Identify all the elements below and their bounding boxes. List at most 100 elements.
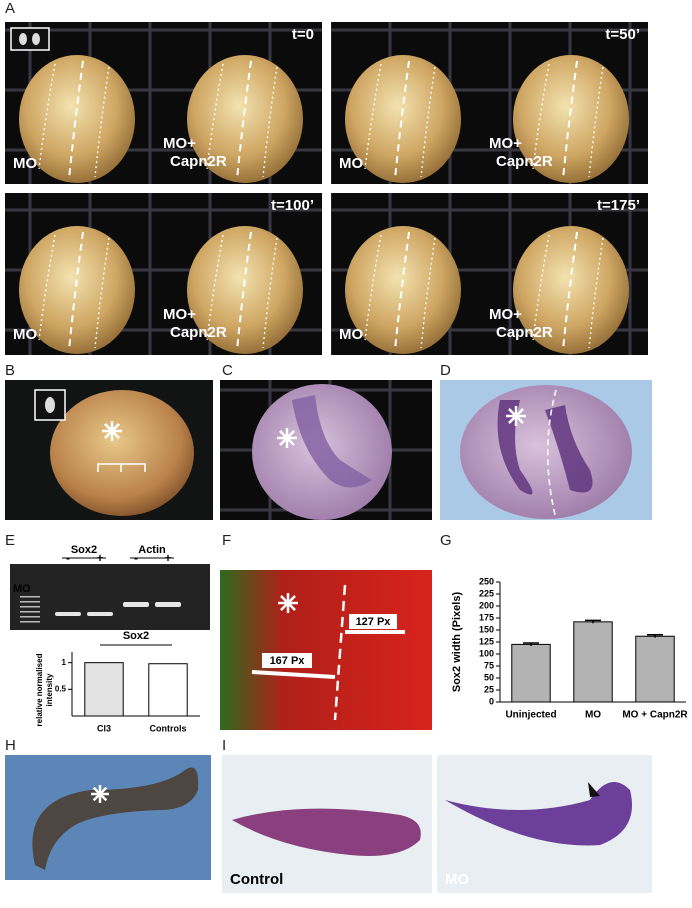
panel-label: C [222, 362, 233, 379]
error-bar [585, 619, 601, 624]
y-tick-label: 150 [479, 624, 494, 634]
y-axis-label: relative normalised [35, 653, 44, 726]
condition-label: Capn2R [170, 153, 227, 170]
condition-label: Capn2R [496, 153, 553, 170]
x-tick-label: Uninjected [505, 710, 556, 721]
dotted-border [364, 63, 382, 170]
error-bar [647, 634, 663, 638]
y-tick-label: 0 [489, 696, 494, 706]
dotted-border [262, 66, 278, 178]
dotted-border [420, 237, 436, 349]
gel-band [87, 612, 113, 616]
bar [148, 663, 188, 717]
time-label: t=175’ [597, 197, 640, 214]
gel-group-label: Sox2 [71, 544, 97, 556]
arrow [251, 670, 336, 679]
ladder-band [20, 616, 40, 618]
measure-label: 167 Px [270, 655, 306, 667]
condition-label: Capn2R [496, 324, 553, 341]
condition-label: MO [339, 155, 363, 172]
x-tick-label: MO + Capn2R [622, 710, 688, 721]
dashed-midline [333, 584, 347, 721]
bar [84, 662, 124, 717]
inset-egg [32, 33, 40, 45]
condition-label: MO [13, 155, 37, 172]
dotted-border [38, 234, 56, 341]
time-label: t=50’ [605, 26, 640, 43]
measure-box [349, 614, 397, 629]
x-tick-label: MO [585, 710, 601, 721]
lane-label: + [96, 551, 103, 565]
fluor-image [220, 570, 432, 730]
condition-label: MO+ [489, 135, 522, 152]
dotted-border [420, 66, 436, 178]
dashed-midline [394, 231, 410, 351]
dotted-border [364, 234, 382, 341]
inset [10, 27, 50, 51]
tadpole [445, 782, 632, 846]
y-axis-label: intensity [45, 673, 54, 706]
embryo [50, 390, 194, 516]
asterisk [506, 406, 526, 426]
asterisk [91, 785, 109, 803]
y-tick-label: 50 [484, 672, 494, 682]
y-tick-label: 0.5 [55, 684, 67, 693]
dashed-midline [236, 231, 252, 351]
y-tick-label: 175 [479, 612, 494, 622]
image-label: MO [445, 871, 469, 888]
lane-label: - [134, 551, 138, 565]
inset-egg [19, 33, 27, 45]
dashed-midline [68, 60, 84, 180]
gel-band [155, 602, 181, 607]
y-tick-label: 100 [479, 648, 494, 658]
gel-band [55, 612, 81, 616]
dashed-midline [394, 60, 410, 180]
dotted-border [94, 237, 110, 349]
ladder-band [20, 621, 40, 623]
arrowhead [588, 782, 600, 797]
time-label: t=0 [292, 26, 314, 43]
panel-label: A [5, 0, 15, 17]
ladder-band [20, 611, 40, 613]
y-tick-label: 25 [484, 684, 494, 694]
y-tick-label: 225 [479, 588, 494, 598]
dotted-border [206, 234, 224, 341]
dashed-midline [562, 60, 578, 180]
tadpole [232, 808, 421, 856]
y-tick-label: 1 [62, 658, 67, 667]
dotted-border [262, 237, 278, 349]
dashed-midline [547, 389, 557, 516]
x-tick-label: Controls [150, 723, 187, 733]
condition-label: MO [13, 326, 37, 343]
dashed-midline [68, 231, 84, 351]
dotted-border [588, 66, 604, 178]
condition-label: MO+ [163, 135, 196, 152]
condition-label: MO+ [489, 306, 522, 323]
image-label: Control [230, 871, 283, 888]
tadpole [32, 767, 199, 870]
ladder-band [20, 601, 40, 603]
panel-label: I [222, 737, 226, 754]
asterisk [278, 593, 298, 613]
lane-label: - [66, 551, 70, 565]
condition-label: MO [339, 326, 363, 343]
asterisk [102, 421, 122, 441]
panel-label: F [222, 532, 231, 549]
stain [292, 395, 372, 488]
gel-band [123, 602, 149, 607]
gel-group-label: Actin [138, 544, 166, 556]
measure-label: 127 Px [356, 616, 392, 628]
bar [635, 635, 675, 703]
chart-title: Sox2 [123, 630, 149, 642]
gel [10, 564, 210, 630]
panel-label: G [440, 532, 452, 549]
y-axis-label: Sox2 width (Pixels) [451, 592, 463, 693]
inset-egg [45, 397, 55, 413]
dotted-border [38, 63, 56, 170]
y-tick-label: 125 [479, 636, 494, 646]
y-tick-label: 75 [484, 660, 494, 670]
condition-label: MO+ [163, 306, 196, 323]
bar [573, 621, 613, 703]
dotted-border [94, 66, 110, 178]
